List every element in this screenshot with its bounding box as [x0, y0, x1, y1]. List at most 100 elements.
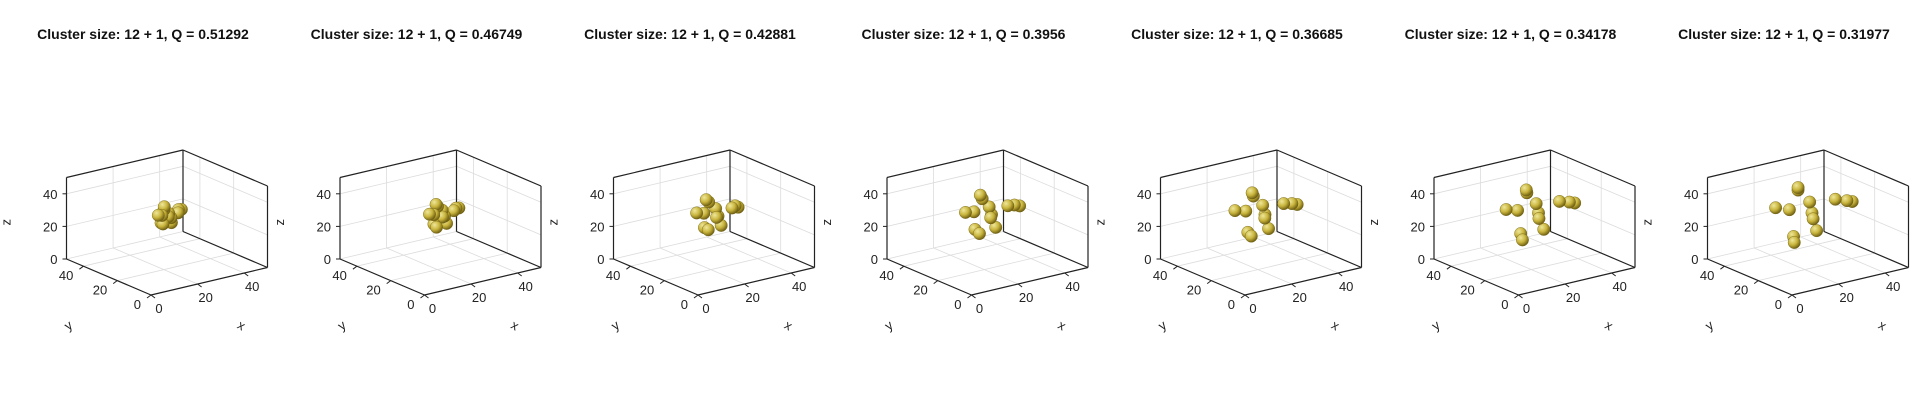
- data-point: [423, 207, 436, 221]
- y-tick-label: 40: [879, 268, 893, 283]
- box-edge: [1003, 149, 1089, 187]
- gridline: [182, 198, 268, 236]
- z-tick-label: 0: [1418, 252, 1425, 267]
- y-tick-label: 40: [1153, 268, 1167, 283]
- chart-title: Cluster size: 12 + 1, Q = 0.46749: [311, 26, 523, 42]
- gridline: [1160, 165, 1278, 195]
- y-tick-mark: [933, 280, 939, 285]
- gridline: [1527, 236, 1612, 274]
- y-tick-label: 20: [366, 283, 380, 298]
- y-tick-label: 20: [1460, 283, 1474, 298]
- y-axis-label: y: [61, 317, 75, 333]
- z-axis-label: z: [819, 219, 834, 226]
- gridline: [886, 231, 1004, 260]
- gridline: [1823, 165, 1909, 203]
- x-axis-label: x: [235, 317, 249, 333]
- box-edge: [1276, 230, 1362, 269]
- x-tick-label: 40: [792, 279, 806, 294]
- y-axis-line: [66, 258, 152, 296]
- x-axis-label: x: [1876, 317, 1890, 333]
- box-edge: [456, 230, 542, 269]
- gridline: [1758, 252, 1875, 281]
- x-tick-mark: [1291, 283, 1296, 288]
- box-edge: [66, 149, 184, 179]
- box-edge: [1550, 149, 1636, 187]
- x-axis-line: [971, 266, 1089, 296]
- x-tick-label: 40: [1065, 279, 1079, 294]
- data-point: [1803, 195, 1817, 209]
- gridline: [339, 165, 457, 195]
- y-tick-mark: [1480, 280, 1485, 285]
- gridline: [1800, 236, 1886, 274]
- z-tick-label: 0: [50, 252, 57, 267]
- x-tick-mark: [1884, 272, 1890, 277]
- x-tick-label: 40: [1612, 279, 1626, 294]
- x-tick-label: 40: [1339, 279, 1353, 294]
- data-point: [725, 201, 739, 215]
- gridline: [66, 165, 184, 195]
- y-tick-mark: [1787, 294, 1793, 299]
- y-tick-mark: [693, 294, 699, 299]
- gridline: [456, 198, 542, 236]
- x-tick-label: 20: [1019, 290, 1033, 305]
- data-point: [984, 211, 998, 225]
- gridline: [83, 238, 200, 267]
- data-point: [1244, 229, 1258, 243]
- data-point: [1239, 204, 1253, 218]
- y-axis-label: y: [608, 317, 622, 333]
- x-axis-line: [1791, 266, 1909, 296]
- data-point: [1783, 203, 1796, 217]
- y-tick-mark: [967, 294, 972, 299]
- z-tick-label: 20: [1137, 219, 1151, 234]
- x-tick-mark: [1244, 294, 1250, 299]
- z-tick-label: 40: [43, 187, 57, 202]
- gridline: [1211, 252, 1328, 281]
- box-edge: [886, 149, 1004, 179]
- gridline: [1206, 247, 1292, 285]
- data-point: [1529, 197, 1543, 211]
- box-edge: [1160, 149, 1278, 179]
- x-tick-mark: [744, 283, 749, 288]
- data-point: [1228, 204, 1242, 218]
- gridline: [433, 236, 518, 274]
- x-tick-mark: [150, 294, 156, 299]
- data-point: [1840, 194, 1854, 208]
- gridline: [1480, 247, 1566, 285]
- box-edge: [1823, 149, 1909, 187]
- data-point: [690, 206, 704, 220]
- x-axis-line: [1244, 266, 1362, 296]
- z-tick-label: 20: [317, 219, 331, 234]
- box-edge: [1276, 149, 1362, 187]
- y-tick-label: 20: [913, 283, 927, 298]
- data-point: [1516, 233, 1529, 247]
- y-tick-mark: [146, 294, 152, 299]
- gridline: [456, 165, 542, 203]
- z-tick-label: 0: [871, 252, 878, 267]
- x-tick-label: 0: [429, 301, 436, 316]
- box-edge: [182, 149, 268, 187]
- y-tick-label: 0: [1775, 297, 1782, 312]
- box-edge: [729, 230, 815, 269]
- y-tick-label: 0: [134, 297, 141, 312]
- y-axis-label: y: [1702, 317, 1716, 333]
- z-axis-label: z: [1640, 219, 1655, 226]
- x-tick-mark: [1564, 283, 1570, 288]
- z-axis-label: z: [546, 219, 561, 226]
- gridline: [630, 238, 747, 267]
- x-tick-mark: [243, 272, 249, 277]
- x-tick-mark: [1337, 272, 1343, 277]
- gridline: [980, 236, 1065, 274]
- y-axis-line: [1707, 258, 1793, 296]
- gridline: [1550, 165, 1636, 203]
- data-point: [1519, 183, 1533, 197]
- chart-panel-1: Cluster size: 12 + 1, Q = 0.512920204002…: [0, 26, 269, 334]
- x-tick-label: 0: [1523, 301, 1530, 316]
- z-tick-label: 20: [590, 219, 604, 234]
- box-edge: [182, 230, 268, 269]
- z-tick-label: 0: [1691, 252, 1698, 267]
- chart-panel-3: Cluster size: 12 + 1, Q = 0.428810204002…: [546, 26, 816, 334]
- y-tick-label: 40: [332, 268, 346, 283]
- x-axis-label: x: [782, 317, 796, 333]
- y-axis-line: [613, 258, 699, 296]
- gridline: [659, 247, 745, 285]
